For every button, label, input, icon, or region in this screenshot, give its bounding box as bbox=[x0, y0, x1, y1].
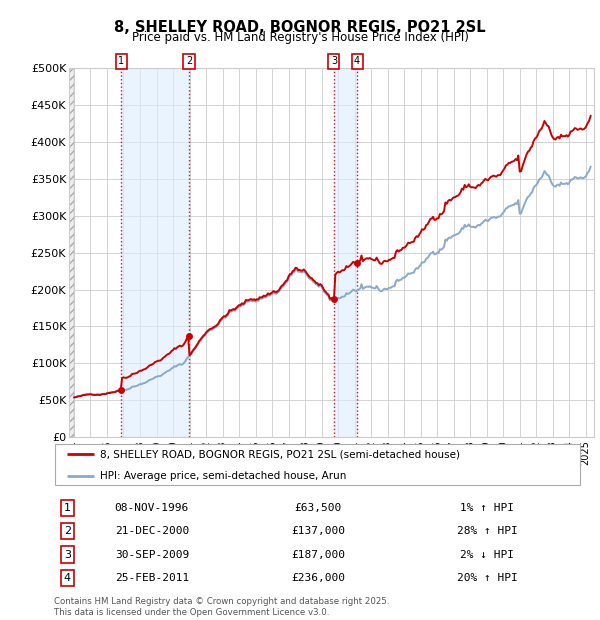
Text: 25-FEB-2011: 25-FEB-2011 bbox=[115, 574, 189, 583]
Text: 28% ↑ HPI: 28% ↑ HPI bbox=[457, 526, 517, 536]
Text: £236,000: £236,000 bbox=[291, 574, 345, 583]
Text: 1% ↑ HPI: 1% ↑ HPI bbox=[460, 503, 514, 513]
Text: 30-SEP-2009: 30-SEP-2009 bbox=[115, 549, 189, 559]
Text: Price paid vs. HM Land Registry's House Price Index (HPI): Price paid vs. HM Land Registry's House … bbox=[131, 31, 469, 44]
FancyBboxPatch shape bbox=[55, 444, 580, 485]
Text: 8, SHELLEY ROAD, BOGNOR REGIS, PO21 2SL (semi-detached house): 8, SHELLEY ROAD, BOGNOR REGIS, PO21 2SL … bbox=[100, 449, 460, 459]
Text: £63,500: £63,500 bbox=[295, 503, 341, 513]
Text: 3: 3 bbox=[331, 56, 337, 66]
Text: £137,000: £137,000 bbox=[291, 526, 345, 536]
Text: 1: 1 bbox=[64, 503, 71, 513]
Text: Contains HM Land Registry data © Crown copyright and database right 2025.
This d: Contains HM Land Registry data © Crown c… bbox=[54, 598, 389, 617]
Text: 21-DEC-2000: 21-DEC-2000 bbox=[115, 526, 189, 536]
Text: 08-NOV-1996: 08-NOV-1996 bbox=[115, 503, 189, 513]
Bar bbox=[334, 68, 357, 437]
Text: 4: 4 bbox=[354, 56, 360, 66]
Text: £187,000: £187,000 bbox=[291, 549, 345, 559]
Text: 2% ↓ HPI: 2% ↓ HPI bbox=[460, 549, 514, 559]
Text: 2: 2 bbox=[186, 56, 192, 66]
Text: HPI: Average price, semi-detached house, Arun: HPI: Average price, semi-detached house,… bbox=[100, 471, 347, 481]
Text: 2: 2 bbox=[64, 526, 71, 536]
Text: 3: 3 bbox=[64, 549, 71, 559]
Bar bbox=[121, 68, 189, 437]
Text: 4: 4 bbox=[64, 574, 71, 583]
Text: 1: 1 bbox=[118, 56, 124, 66]
Text: 8, SHELLEY ROAD, BOGNOR REGIS, PO21 2SL: 8, SHELLEY ROAD, BOGNOR REGIS, PO21 2SL bbox=[114, 20, 486, 35]
Text: 20% ↑ HPI: 20% ↑ HPI bbox=[457, 574, 517, 583]
Bar bbox=[69, 68, 74, 437]
